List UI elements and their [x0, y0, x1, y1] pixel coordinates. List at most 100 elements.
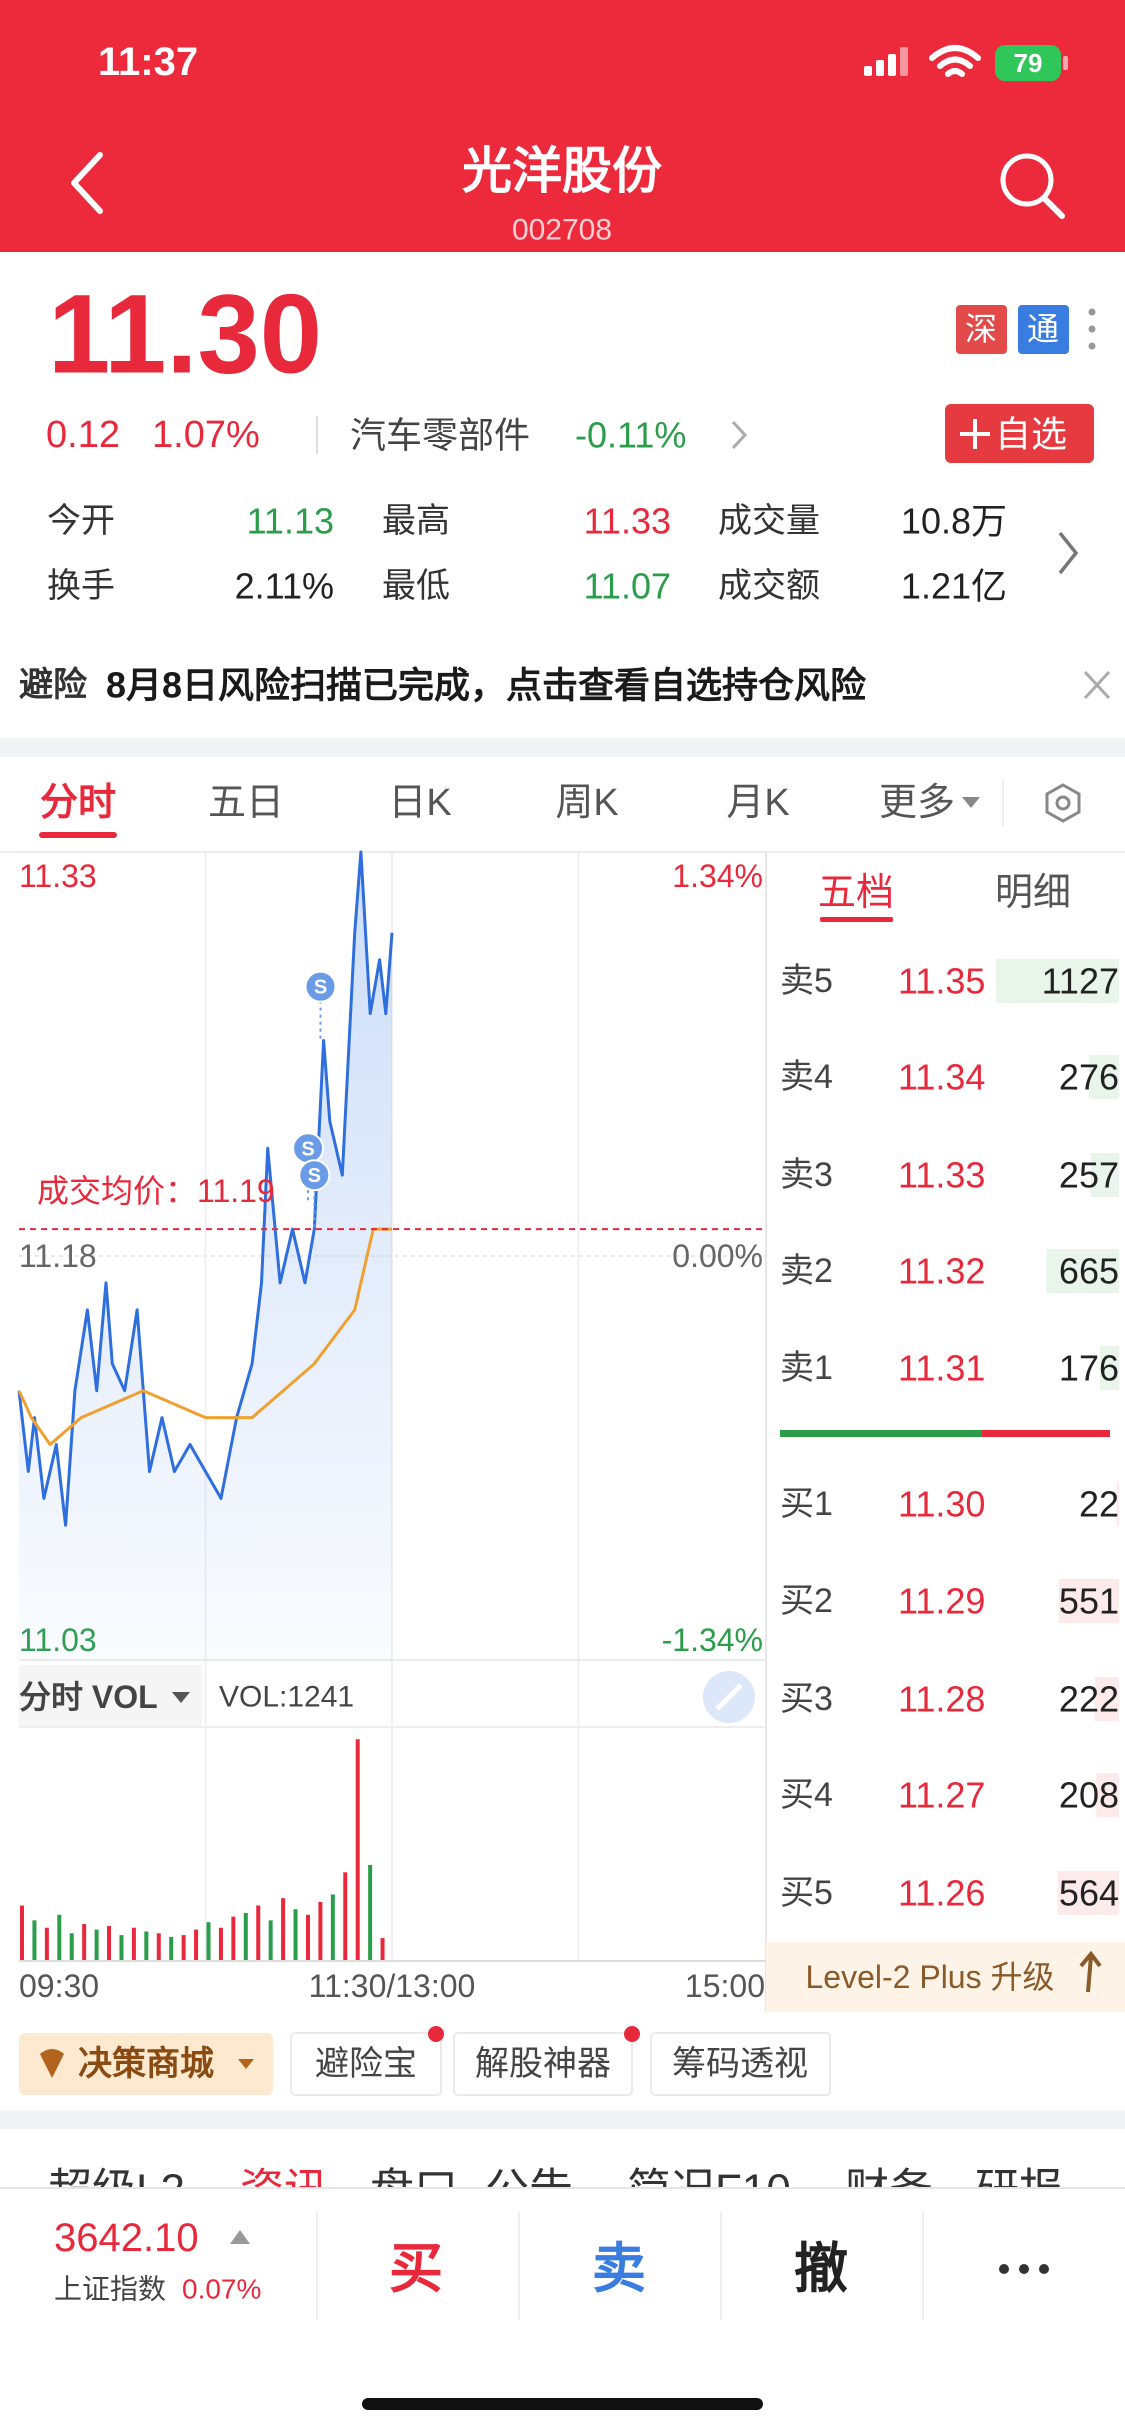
volume-bar [330, 1894, 335, 1961]
back-button[interactable] [71, 152, 103, 214]
average-price-label: 成交均价：11.19 [37, 1173, 275, 1209]
section-gap [0, 738, 1125, 757]
book-label: 买3 [780, 1680, 833, 1718]
notice-text[interactable]: 8月8日风险扫描已完成，点击查看自选持仓风险 [106, 665, 867, 706]
badge: 通 [1027, 311, 1059, 347]
volume-bar [69, 1933, 74, 1961]
volume-bar [131, 1927, 136, 1961]
volume-bar [368, 1864, 373, 1961]
stat-value: 2.11% [235, 566, 334, 607]
chart-tab[interactable]: 更多 [879, 782, 955, 824]
chart-tab[interactable]: 分时 [40, 782, 116, 824]
depth-bar [1057, 1871, 1119, 1915]
book-volume: 222 [1059, 1679, 1119, 1720]
featured-label[interactable]: 决策商城 [78, 2045, 214, 2083]
book-volume: 1127 [1042, 961, 1119, 1002]
depth-bar [1046, 1249, 1119, 1293]
book-label: 卖1 [780, 1349, 833, 1387]
chevron[interactable] [1058, 531, 1079, 575]
featured-button[interactable] [19, 2033, 273, 2095]
volume-bar [107, 1925, 112, 1961]
tool-label[interactable]: 避险宝 [315, 2045, 417, 2083]
red-dot [624, 2026, 640, 2042]
trade-mark [298, 1159, 331, 1192]
chevron [731, 420, 748, 450]
search-button[interactable] [1000, 153, 1065, 219]
dropdown-arrow [962, 797, 980, 808]
book-tab[interactable]: 五档 [818, 872, 894, 914]
tool-label[interactable]: 解股神器 [475, 2045, 611, 2083]
tool-button[interactable] [650, 2032, 831, 2096]
volume-bar [119, 1935, 124, 1961]
tab-underline [39, 832, 117, 838]
more-icon[interactable] [1088, 308, 1096, 350]
volume-bar [194, 1929, 199, 1961]
trade-mark-label: S [301, 1138, 314, 1160]
book-price: 11.29 [898, 1581, 985, 1622]
close-button[interactable] [1083, 670, 1111, 700]
x-tick-label: 09:30 [19, 1968, 99, 2004]
book-label: 卖4 [780, 1058, 833, 1096]
stat-label: 最低 [382, 567, 450, 605]
dropdown-arrow [238, 2059, 254, 2069]
stat-value: 11.07 [584, 566, 671, 607]
chart-tab[interactable]: 月K [726, 782, 789, 824]
volume-bar [144, 1931, 149, 1961]
depth-bar [1099, 1346, 1119, 1390]
battery-cap [1063, 56, 1068, 70]
chart-tab[interactable]: 日K [388, 782, 451, 824]
settings-icon[interactable] [1045, 783, 1081, 823]
last-price: 11.30 [48, 272, 322, 397]
watch-button-label[interactable]: 自选 [995, 414, 1067, 455]
plus-icon [960, 419, 990, 449]
tool-label[interactable]: 筹码透视 [672, 2045, 808, 2083]
volume-bar [32, 1920, 37, 1961]
action-button[interactable]: 买 [389, 2239, 443, 2299]
book-label: 买2 [780, 1582, 833, 1620]
sector-change: -0.11% [575, 415, 686, 456]
x-tick-label: 15:00 [685, 1968, 765, 2004]
tab-underline [820, 917, 893, 922]
more-button[interactable] [999, 2264, 1049, 2274]
depth-bar [1058, 1579, 1119, 1623]
volume-bar [57, 1914, 62, 1961]
volume-bar [256, 1905, 261, 1961]
book-label: 卖2 [780, 1252, 833, 1290]
price-line [17, 850, 394, 1527]
book-volume: 22 [1079, 1484, 1119, 1525]
action-button[interactable]: 撤 [794, 2239, 848, 2299]
index-change: 0.07% [182, 2274, 261, 2305]
x-tick-label: 11:30/13:00 [309, 1968, 476, 2004]
trade-mark [304, 970, 337, 1003]
tool-button[interactable] [290, 2032, 442, 2096]
book-label: 卖3 [780, 1156, 833, 1194]
upgrade-banner[interactable] [766, 1942, 1125, 2012]
volume-bar [268, 1920, 273, 1961]
red-dot [428, 2026, 444, 2042]
watch-button[interactable] [945, 404, 1094, 463]
y2-tick-label: -1.34% [662, 1622, 763, 1658]
badge: 深 [965, 311, 997, 347]
volume-bar [281, 1898, 286, 1961]
tool-button[interactable] [453, 2032, 633, 2096]
vol-icon-mark [715, 1683, 743, 1711]
chart-tab[interactable]: 周K [555, 782, 618, 824]
notice-tag: 避险 [19, 665, 88, 704]
volume-bar [343, 1872, 348, 1961]
y2-tick-label: 0.00% [672, 1238, 763, 1274]
book-volume: 276 [1059, 1057, 1119, 1098]
chart-tab[interactable]: 五日 [208, 782, 284, 824]
battery-level: 79 [1014, 48, 1043, 78]
depth-bar [1116, 1482, 1119, 1526]
upgrade-label[interactable]: Level-2 Plus 升级 [806, 1959, 1055, 1995]
book-tab[interactable]: 明细 [995, 872, 1071, 914]
sector-name: 汽车零部件 [350, 415, 530, 456]
book-price: 11.34 [898, 1057, 985, 1098]
vol-title: 分时 VOL [19, 1679, 158, 1715]
volume-bar [94, 1929, 99, 1961]
trade-mark-label: S [314, 977, 327, 999]
stock-code: 002708 [512, 214, 612, 247]
y-tick-label: 11.18 [19, 1238, 97, 1274]
action-button[interactable]: 卖 [592, 2239, 646, 2299]
stat-value: 11.13 [247, 501, 334, 542]
